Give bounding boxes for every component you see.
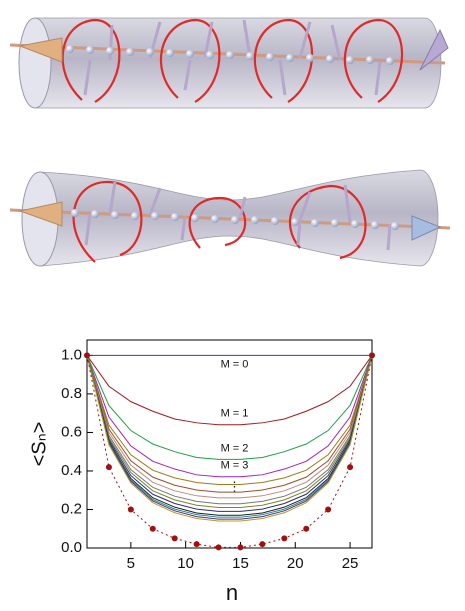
series-marker (325, 506, 332, 513)
series-line (86, 355, 373, 518)
series-line (86, 355, 373, 499)
series-marker (347, 464, 354, 471)
y-tick-label: 0.2 (61, 500, 82, 517)
series-line (86, 355, 373, 516)
series-line (86, 355, 373, 485)
series-marker (193, 541, 200, 548)
series-marker (149, 525, 156, 532)
y-tick-label: 0.0 (61, 539, 82, 556)
x-tick-label: 20 (287, 555, 304, 572)
series-line (86, 355, 373, 520)
y-tick-label: 0.8 (61, 385, 82, 402)
tube-illustration-1 (9, 17, 449, 109)
series-marker (281, 535, 288, 542)
series-line (86, 355, 373, 512)
plot-frame (86, 339, 373, 549)
series-marker (127, 506, 134, 513)
series-line (86, 355, 373, 460)
series-line (86, 355, 373, 509)
x-tick-label: 5 (127, 555, 135, 572)
series-line (86, 355, 373, 522)
series-marker (171, 535, 178, 542)
series-marker (237, 544, 244, 551)
series-marker (259, 541, 266, 548)
series-marker (369, 352, 375, 359)
series-label: M = 1 (221, 408, 249, 420)
series-line (86, 355, 373, 478)
series-label: M = 0 (221, 358, 249, 370)
x-tick-label: 25 (342, 555, 359, 572)
series-line (86, 355, 373, 505)
y-tick-label: 1.0 (61, 346, 82, 363)
y-tick-label: 0.4 (61, 462, 82, 479)
x-tick-label: 15 (232, 555, 249, 572)
y-axis-label: <Sₙ> (28, 422, 50, 467)
y-tick-label: 0.6 (61, 423, 82, 440)
series-marker (105, 464, 112, 471)
series-marker (84, 352, 90, 359)
series-marker (303, 525, 310, 532)
series-marker (215, 544, 222, 551)
x-axis-label: n (226, 580, 238, 605)
series-line (86, 355, 373, 493)
series-label: M = 3 (221, 460, 249, 472)
series-line (86, 355, 373, 426)
series-label: M = 2 (221, 442, 249, 454)
annotation: ⋮ (228, 479, 241, 494)
tube-illustration-2 (9, 169, 451, 267)
x-tick-label: 10 (177, 555, 194, 572)
series-line (86, 355, 373, 548)
